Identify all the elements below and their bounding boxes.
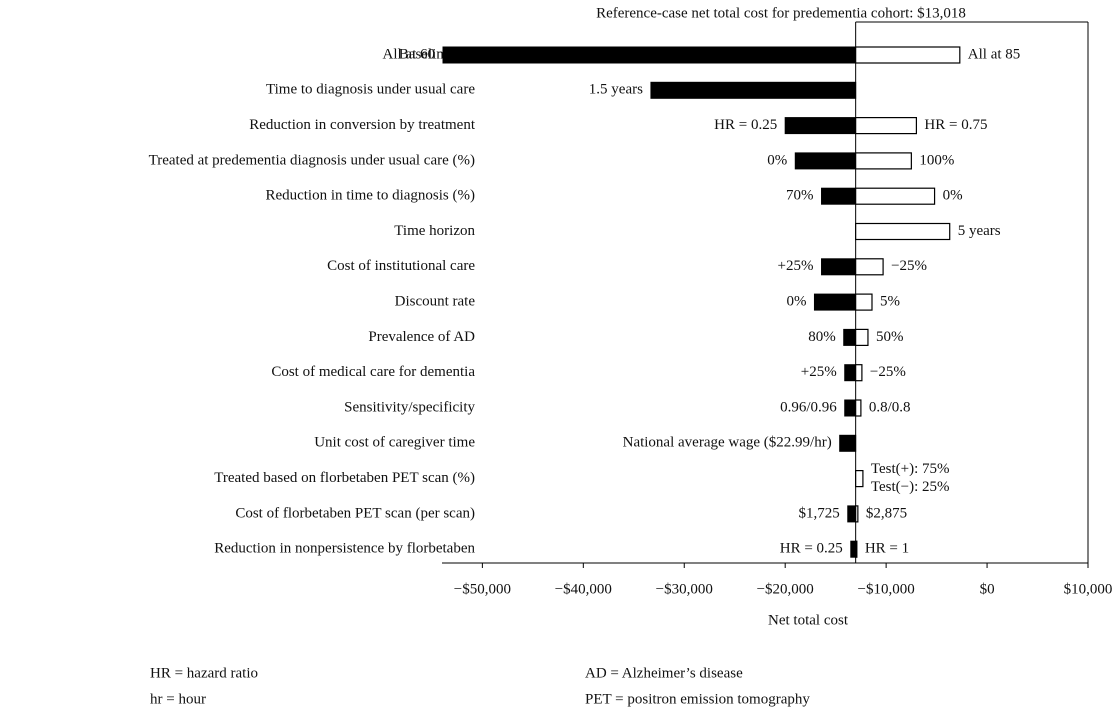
low-label: 0%: [767, 152, 787, 168]
high-bar: [855, 222, 951, 241]
parameter-label: Sensitivity/specificity: [344, 399, 475, 415]
high-bar: [855, 46, 961, 64]
chart-title: Reference-case net total cost for predem…: [596, 5, 966, 21]
parameter-label: Time horizon: [394, 223, 475, 239]
low-bar: [821, 187, 857, 205]
high-bar: [855, 258, 884, 276]
low-bar: [650, 81, 857, 99]
high-bar: [855, 505, 859, 523]
high-bar: [855, 470, 864, 488]
high-label: HR = 1: [865, 541, 909, 557]
parameter-label: Time to diagnosis under usual care: [266, 82, 475, 98]
low-bar: [844, 399, 857, 417]
x-tick-label: −$10,000: [858, 581, 915, 597]
high-bar: [855, 116, 918, 135]
high-label: −25%: [870, 364, 906, 380]
high-label: All at 85: [968, 46, 1021, 62]
low-bar: [784, 117, 857, 135]
low-label: +25%: [801, 364, 837, 380]
parameter-label: Cost of medical care for dementia: [271, 364, 475, 380]
low-label: 80%: [808, 329, 836, 345]
high-bar: [855, 152, 912, 170]
footnote: AD = Alzheimer’s disease: [585, 665, 743, 681]
x-tick-label: −$30,000: [656, 581, 713, 597]
parameter-label: Treated at predementia diagnosis under u…: [149, 152, 475, 168]
high-bar: [855, 399, 862, 417]
low-label: 0%: [786, 294, 806, 310]
high-label: $2,875: [866, 505, 907, 521]
low-label: National average wage ($22.99/hr): [623, 435, 832, 451]
x-tick-label: $0: [980, 581, 995, 597]
high-label: 0%: [943, 188, 963, 204]
parameter-label: Unit cost of caregiver time: [314, 435, 475, 451]
low-bar: [821, 258, 857, 276]
high-label: Test(+): 75%: [871, 461, 950, 477]
x-axis-label: Net total cost: [768, 612, 849, 628]
parameter-label: Reduction in time to diagnosis (%): [265, 188, 475, 204]
low-label: +25%: [778, 258, 814, 274]
footnote: hr = hour: [150, 691, 206, 707]
low-bar: [794, 152, 857, 170]
high-label: 5 years: [958, 223, 1001, 239]
x-tick-label: $10,000: [1064, 581, 1113, 597]
parameter-label: Prevalence of AD: [368, 329, 475, 345]
high-bar: [855, 293, 873, 311]
high-label: HR = 0.75: [924, 117, 987, 133]
high-label: 5%: [880, 294, 900, 310]
parameter-label: Cost of institutional care: [327, 258, 475, 274]
low-label: 70%: [786, 188, 814, 204]
parameter-label: Treated based on florbetaben PET scan (%…: [214, 470, 475, 486]
parameter-label: Discount rate: [395, 294, 476, 310]
parameter-label: Reduction in nonpersistence by florbetab…: [214, 541, 475, 557]
low-bar: [442, 46, 857, 64]
low-label: $1,725: [799, 505, 840, 521]
low-bar: [813, 293, 857, 311]
x-tick-label: −$50,000: [454, 581, 511, 597]
high-bar: [855, 328, 869, 346]
low-label: HR = 0.25: [714, 117, 777, 133]
low-bar: [844, 364, 857, 382]
high-bar: [855, 187, 936, 205]
low-bar: [843, 328, 857, 346]
high-label: 50%: [876, 329, 904, 345]
low-label: All at 60: [383, 46, 436, 62]
low-label: 0.96/0.96: [780, 399, 837, 415]
x-tick-label: −$40,000: [555, 581, 612, 597]
footnote: PET = positron emission tomography: [585, 691, 810, 707]
low-label: HR = 0.25: [780, 541, 843, 557]
low-label: 1.5 years: [589, 82, 643, 98]
high-bar: [855, 364, 863, 382]
high-bar: [855, 540, 858, 558]
low-bar: [850, 540, 857, 558]
high-label: 0.8/0.8: [869, 399, 911, 415]
footnote: HR = hazard ratio: [150, 665, 258, 681]
parameter-label: Reduction in conversion by treatment: [249, 117, 476, 133]
low-bar: [847, 505, 857, 523]
high-label: Test(−): 25%: [871, 479, 950, 495]
low-bar: [839, 434, 857, 452]
high-label: 100%: [919, 152, 954, 168]
x-tick-label: −$20,000: [757, 581, 814, 597]
parameter-label: Cost of florbetaben PET scan (per scan): [235, 505, 475, 521]
high-label: −25%: [891, 258, 927, 274]
